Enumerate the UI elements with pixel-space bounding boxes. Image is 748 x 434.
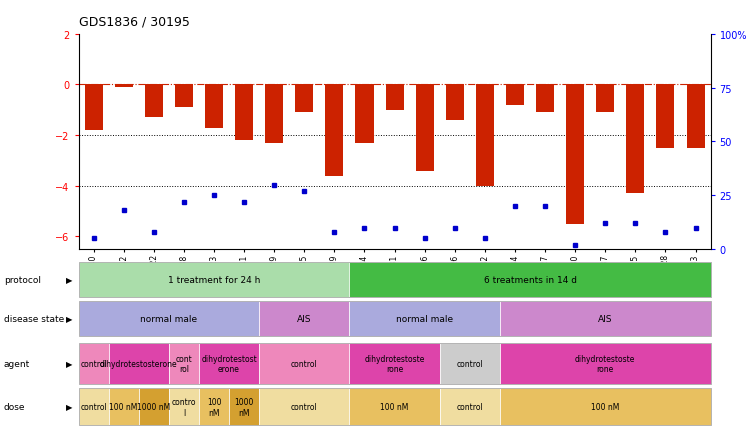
Text: cont
rol: cont rol: [176, 354, 192, 373]
Bar: [385, 85, 404, 111]
Text: dihydrotestosterone: dihydrotestosterone: [100, 359, 177, 368]
Bar: [536, 85, 554, 113]
Bar: [235, 85, 253, 141]
Text: 100 nM: 100 nM: [381, 402, 408, 411]
Text: contro
l: contro l: [171, 397, 196, 417]
Bar: [626, 85, 644, 194]
Text: normal male: normal male: [396, 315, 453, 323]
Bar: [265, 85, 283, 143]
Text: control: control: [80, 359, 107, 368]
Text: 100
nM: 100 nM: [206, 397, 221, 417]
Text: 1000 nM: 1000 nM: [137, 402, 171, 411]
Text: agent: agent: [4, 359, 30, 368]
Bar: [85, 85, 102, 131]
Text: dose: dose: [4, 402, 25, 411]
Bar: [476, 85, 494, 186]
Text: control: control: [291, 359, 318, 368]
Bar: [145, 85, 163, 118]
Text: ▶: ▶: [66, 359, 73, 368]
Text: 1000
nM: 1000 nM: [234, 397, 254, 417]
Bar: [687, 85, 705, 148]
Text: protocol: protocol: [4, 276, 40, 284]
Text: ▶: ▶: [66, 315, 73, 323]
Text: control: control: [291, 402, 318, 411]
Text: 100 nM: 100 nM: [591, 402, 619, 411]
Text: control: control: [456, 359, 483, 368]
Bar: [175, 85, 193, 108]
Bar: [114, 85, 132, 88]
Text: control: control: [80, 402, 107, 411]
Bar: [566, 85, 584, 224]
Bar: [446, 85, 464, 121]
Bar: [325, 85, 343, 176]
Bar: [355, 85, 373, 143]
Text: GDS1836 / 30195: GDS1836 / 30195: [79, 15, 189, 28]
Bar: [295, 85, 313, 113]
Bar: [416, 85, 434, 171]
Text: dihydrotestoste
rone: dihydrotestoste rone: [364, 354, 425, 373]
Text: 100 nM: 100 nM: [109, 402, 138, 411]
Bar: [205, 85, 223, 128]
Text: disease state: disease state: [4, 315, 64, 323]
Text: control: control: [456, 402, 483, 411]
Text: 1 treatment for 24 h: 1 treatment for 24 h: [168, 276, 260, 284]
Text: AIS: AIS: [598, 315, 613, 323]
Text: dihydrotestoste
rone: dihydrotestoste rone: [575, 354, 636, 373]
Text: normal male: normal male: [141, 315, 197, 323]
Bar: [506, 85, 524, 105]
Bar: [596, 85, 614, 113]
Text: 6 treatments in 14 d: 6 treatments in 14 d: [483, 276, 577, 284]
Bar: [657, 85, 675, 148]
Text: ▶: ▶: [66, 402, 73, 411]
Text: AIS: AIS: [297, 315, 311, 323]
Text: dihydrotestost
erone: dihydrotestost erone: [201, 354, 257, 373]
Text: ▶: ▶: [66, 276, 73, 284]
